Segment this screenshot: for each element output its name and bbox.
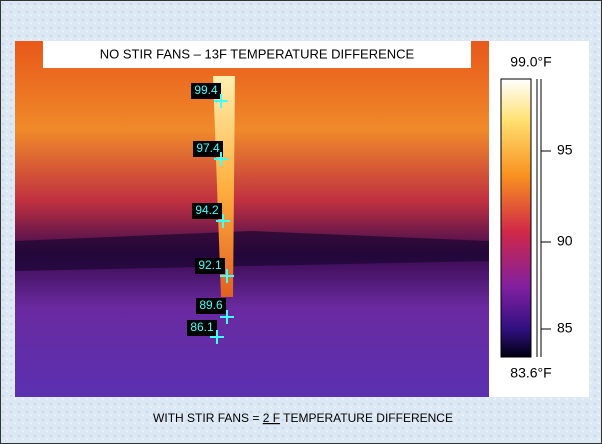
scale-tick-label: 85: [557, 320, 573, 336]
thermal-image: [15, 41, 489, 397]
measurement-label: 99.4: [194, 83, 218, 97]
scale-tick-label: 90: [557, 233, 573, 249]
measurement-label: 86.1: [190, 320, 214, 334]
measurement-label: 97.4: [196, 141, 220, 155]
footer-text: WITH STIR FANS =: [153, 411, 263, 425]
measurement-label: 92.1: [198, 258, 222, 272]
footer: WITH STIR FANS = 2 F TEMPERATURE DIFFERE…: [153, 411, 453, 425]
title: NO STIR FANS – 13F TEMPERATURE DIFFERENC…: [100, 46, 415, 61]
page: NO STIR FANS – 13F TEMPERATURE DIFFERENC…: [0, 0, 602, 444]
footer-emphasis: 2 F: [263, 411, 280, 425]
footer-text: TEMPERATURE DIFFERENCE: [280, 411, 453, 425]
scale-min: 83.6°F: [510, 365, 551, 381]
thermal-figure: NO STIR FANS – 13F TEMPERATURE DIFFERENC…: [1, 1, 601, 443]
scale-max: 99.0°F: [510, 54, 551, 70]
color-bar: [501, 79, 531, 357]
scale-tick-label: 95: [557, 142, 573, 158]
measurement-label: 94.2: [195, 203, 219, 217]
measurement-label: 89.6: [199, 298, 223, 312]
